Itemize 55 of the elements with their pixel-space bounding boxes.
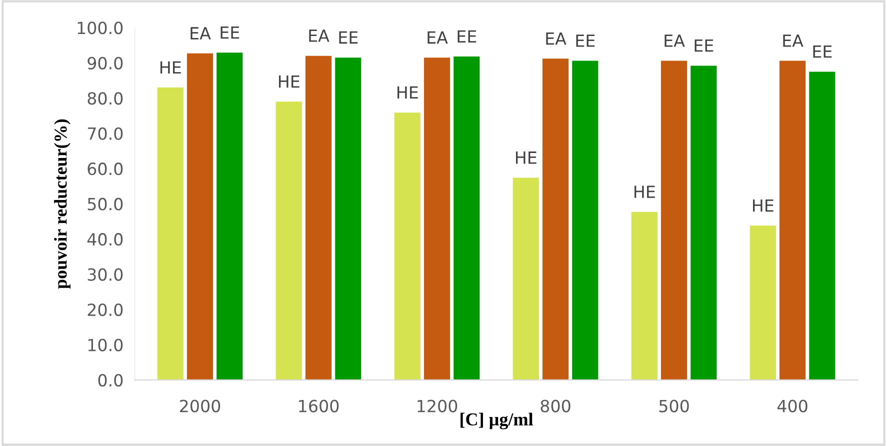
series-label: EA bbox=[309, 30, 330, 42]
text: EE bbox=[220, 26, 240, 39]
x-tick-label: 400 bbox=[777, 400, 808, 412]
bar bbox=[512, 178, 539, 380]
x-tick-label: 1200 bbox=[418, 400, 458, 412]
bar bbox=[780, 60, 806, 380]
text: HE bbox=[278, 75, 300, 88]
y-tick-label: 20.0 bbox=[88, 303, 123, 316]
x-tick-label: 800 bbox=[540, 400, 570, 412]
x-tick-label: 1600 bbox=[299, 400, 339, 412]
bar bbox=[809, 72, 836, 380]
y-tick-label: 40.0 bbox=[87, 233, 123, 246]
bar bbox=[661, 60, 688, 380]
text: EA bbox=[546, 32, 566, 45]
bar bbox=[631, 212, 658, 380]
y-tick-label: 90.0 bbox=[88, 56, 123, 70]
text: HE bbox=[634, 186, 655, 198]
x-tick-label: 2000 bbox=[180, 400, 220, 412]
bar bbox=[157, 88, 184, 380]
text: EA bbox=[428, 31, 448, 44]
y-tick-label: 0.0 bbox=[98, 374, 123, 387]
text: HE bbox=[753, 199, 774, 212]
text: EE bbox=[813, 46, 832, 58]
x-tick-label: 500 bbox=[659, 400, 689, 412]
text: HE bbox=[398, 86, 418, 99]
text: EE bbox=[576, 34, 595, 47]
bar bbox=[394, 112, 420, 380]
bar bbox=[216, 52, 243, 380]
bar bbox=[335, 58, 362, 380]
bar bbox=[454, 56, 480, 380]
y-tick-label: 60.0 bbox=[88, 162, 123, 176]
text: HE bbox=[516, 152, 536, 164]
y-tick-label: 100.0 bbox=[78, 22, 123, 34]
text: EE bbox=[339, 31, 358, 44]
bar bbox=[542, 58, 569, 380]
text: EA bbox=[783, 34, 804, 47]
y-tick-label: 80.0 bbox=[88, 92, 123, 105]
bar bbox=[186, 53, 214, 380]
bar bbox=[305, 56, 332, 380]
bar bbox=[424, 58, 450, 380]
bar bbox=[572, 60, 598, 380]
text: EE bbox=[458, 30, 476, 43]
bar bbox=[690, 66, 717, 380]
series-label: EE bbox=[694, 40, 714, 52]
x-axis-title: [C] µg/ml bbox=[460, 412, 534, 430]
text: EA bbox=[664, 34, 685, 47]
bar bbox=[750, 226, 776, 380]
y-tick-label: 30.0 bbox=[88, 268, 123, 281]
y-tick-label: 70.0 bbox=[88, 127, 123, 140]
y-tick-label: 50.0 bbox=[88, 198, 123, 210]
text: EA bbox=[190, 27, 211, 40]
series-label: HE bbox=[160, 61, 181, 74]
y-tick-label: 10.0 bbox=[88, 338, 123, 352]
y-axis-title: pouvoir reducteur(%) bbox=[54, 119, 70, 289]
bar bbox=[276, 102, 302, 380]
